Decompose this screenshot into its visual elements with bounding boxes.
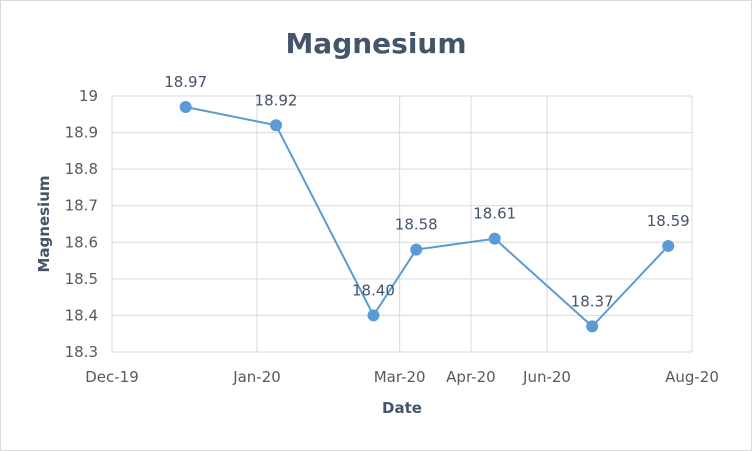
data-point: [586, 320, 599, 333]
data-point: [488, 232, 501, 245]
data-point: [410, 243, 423, 256]
x-tick-label: Mar-20: [374, 368, 426, 386]
y-tick-label: 18.5: [65, 270, 98, 288]
y-tick-label: 18.6: [65, 233, 98, 251]
y-axis-title: Magnesium: [35, 175, 53, 272]
data-label: 18.97: [164, 73, 207, 91]
data-label: 18.59: [647, 212, 690, 230]
y-tick-label: 18.3: [65, 343, 98, 361]
gridlines: [111, 95, 693, 353]
data-point: [179, 100, 192, 113]
series-group: 18.97 18.92 18.40 18.58 18.61 18.37 18.59: [164, 73, 690, 333]
data-label: 18.61: [473, 205, 516, 223]
x-tick-label: Apr-20: [446, 368, 496, 386]
data-label: 18.58: [395, 216, 438, 234]
x-tick-label: Aug-20: [665, 368, 719, 386]
x-tick-label: Jun-20: [522, 368, 571, 386]
y-tick-label: 18.7: [65, 197, 98, 215]
data-point: [270, 119, 283, 132]
chart-title: Magnesium: [285, 27, 466, 60]
data-point: [367, 309, 380, 322]
y-tick-label: 18.4: [65, 306, 98, 324]
x-axis-title: Date: [382, 399, 422, 417]
data-label: 18.92: [255, 91, 298, 109]
y-tick-label: 18.9: [65, 124, 98, 142]
data-label: 18.40: [352, 281, 395, 299]
y-tick-label: 18.8: [65, 160, 98, 178]
x-tick-label: Dec-19: [85, 368, 139, 386]
x-tick-label: Jan-20: [232, 368, 281, 386]
y-tick-label: 19: [79, 87, 98, 105]
x-axis-ticks: Dec-19 Jan-20 Mar-20 Apr-20 Jun-20 Aug-20: [85, 368, 719, 386]
y-axis-ticks: 18.3 18.4 18.5 18.6 18.7 18.8 18.9 19: [65, 87, 98, 361]
data-point: [662, 239, 675, 252]
data-label: 18.37: [571, 292, 614, 310]
